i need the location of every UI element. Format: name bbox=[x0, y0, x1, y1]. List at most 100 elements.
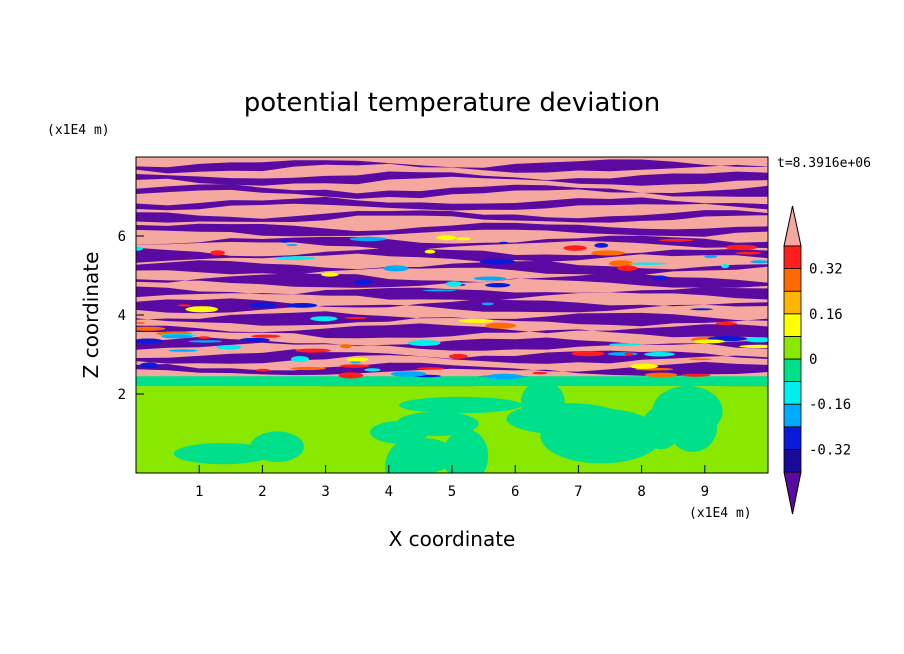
field-band bbox=[136, 159, 768, 174]
field-band bbox=[136, 184, 768, 199]
field-streak bbox=[185, 306, 219, 313]
field-streak bbox=[295, 348, 331, 353]
field-streak bbox=[571, 351, 605, 357]
field-streak bbox=[198, 336, 211, 339]
x-tick-label: 1 bbox=[195, 484, 203, 500]
field-streak bbox=[422, 289, 456, 292]
field-streak bbox=[136, 321, 146, 325]
field-streak bbox=[136, 338, 164, 344]
transition-layer bbox=[136, 376, 768, 387]
field-streak bbox=[364, 368, 381, 372]
field-streak bbox=[485, 283, 511, 288]
field-blob bbox=[520, 380, 565, 425]
field-band bbox=[136, 247, 768, 263]
field-streak bbox=[644, 351, 675, 357]
field-band bbox=[136, 298, 768, 314]
field-streak bbox=[286, 303, 318, 308]
field-streak bbox=[286, 244, 298, 246]
colorbar-segment bbox=[783, 448, 802, 473]
field-streak bbox=[353, 279, 374, 285]
field-streak bbox=[609, 343, 641, 346]
field-streak bbox=[344, 317, 367, 319]
field-streak bbox=[725, 244, 758, 250]
field-streak bbox=[473, 276, 507, 281]
field-streak bbox=[617, 265, 638, 271]
y-tick-label: 4 bbox=[118, 308, 126, 324]
x-tick-label: 8 bbox=[637, 484, 645, 500]
field-streak bbox=[624, 352, 634, 356]
field-streak bbox=[481, 302, 494, 306]
time-label: t=8.3916e+06 bbox=[777, 156, 871, 171]
field-streak bbox=[136, 246, 143, 251]
field-streak bbox=[139, 362, 159, 369]
field-band bbox=[136, 286, 768, 301]
colorbar-label: 0 bbox=[809, 352, 817, 368]
field-streak bbox=[310, 316, 338, 322]
field-streak bbox=[346, 357, 369, 362]
x-tick-label: 6 bbox=[511, 484, 519, 500]
field-streak bbox=[390, 371, 427, 377]
field-streak bbox=[424, 249, 436, 254]
x-tick-label: 3 bbox=[321, 484, 329, 500]
field-streak bbox=[416, 367, 444, 370]
x-tick-label: 4 bbox=[385, 484, 393, 500]
field-streak bbox=[339, 344, 352, 349]
field-streak bbox=[136, 326, 166, 331]
field-streak bbox=[239, 337, 271, 342]
y-tick-label: 2 bbox=[118, 387, 126, 403]
field-streak bbox=[693, 339, 725, 344]
x-tick-label: 9 bbox=[701, 484, 709, 500]
field-streak bbox=[250, 334, 281, 338]
colorbar-label: 0.16 bbox=[809, 307, 843, 323]
colorbar-segment bbox=[783, 403, 802, 428]
field-streak bbox=[485, 373, 523, 380]
field-blob bbox=[399, 396, 522, 414]
field-streak bbox=[629, 363, 658, 369]
field-streak bbox=[485, 322, 516, 329]
field-streak bbox=[448, 353, 468, 359]
field-streak bbox=[275, 256, 316, 261]
field-streak bbox=[744, 337, 768, 343]
x-tick-label: 2 bbox=[258, 484, 266, 500]
colorbar-segment bbox=[783, 335, 802, 360]
colorbar-segment bbox=[783, 426, 802, 450]
field-streak bbox=[735, 251, 762, 255]
colorbar: 0.32 0.16 0 -0.16 -0.32 bbox=[783, 205, 851, 515]
colorbar-segment bbox=[783, 290, 802, 315]
field-streak bbox=[290, 366, 326, 371]
field-band bbox=[136, 210, 768, 223]
colorbar-label: -0.16 bbox=[809, 397, 851, 413]
field-streak bbox=[407, 340, 441, 346]
field-streak bbox=[479, 258, 516, 265]
field-streak bbox=[739, 344, 768, 349]
field-streak bbox=[383, 265, 409, 272]
field-streak bbox=[188, 340, 223, 343]
field-streak bbox=[532, 371, 548, 375]
field-streak bbox=[563, 245, 587, 251]
field-streak bbox=[499, 241, 508, 244]
field-band bbox=[136, 361, 768, 377]
field-streak bbox=[290, 356, 310, 362]
field-streak bbox=[721, 264, 729, 269]
field-blob bbox=[668, 402, 717, 452]
colorbar-segment bbox=[783, 358, 802, 383]
field-streak bbox=[688, 358, 713, 361]
field-blob bbox=[173, 443, 272, 465]
field-band bbox=[136, 311, 768, 327]
field-streak bbox=[350, 361, 361, 364]
x-tick-label: 7 bbox=[574, 484, 582, 500]
field-streak bbox=[681, 373, 711, 377]
y-axis-label: Z coordinate bbox=[79, 252, 103, 379]
colorbar-segment bbox=[783, 245, 802, 270]
field-streak bbox=[608, 260, 634, 267]
field-band bbox=[136, 235, 768, 250]
field-streak bbox=[446, 281, 462, 287]
colorbar-segment bbox=[783, 381, 802, 405]
field-streak bbox=[256, 368, 270, 372]
y-tick-label: 6 bbox=[118, 229, 126, 245]
field-streak bbox=[436, 235, 457, 241]
field-streak bbox=[658, 238, 694, 242]
field-streak bbox=[594, 243, 609, 248]
field-streak bbox=[591, 250, 625, 256]
field-streak bbox=[168, 349, 198, 352]
